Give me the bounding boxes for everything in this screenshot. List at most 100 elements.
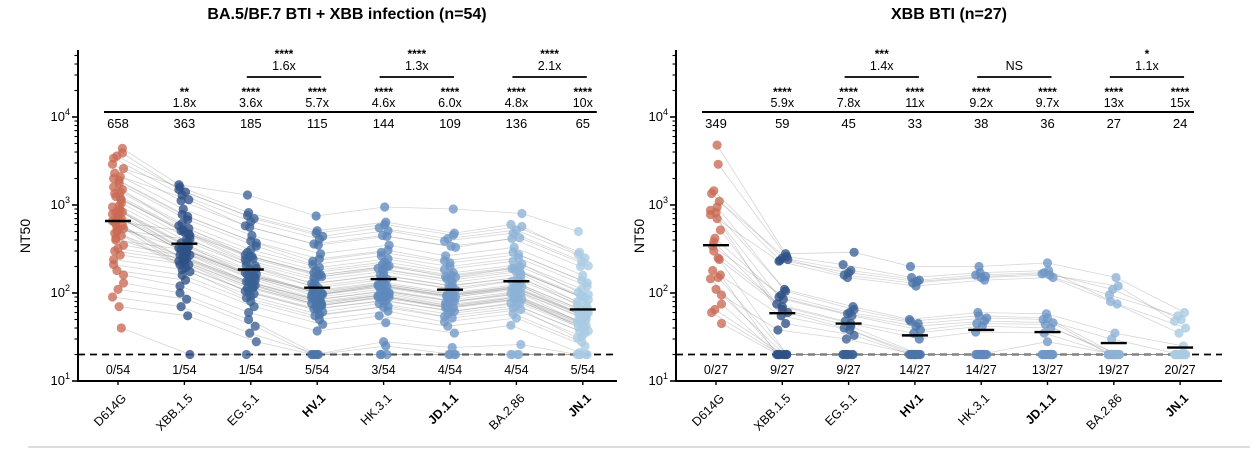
gmt-value: 27: [1107, 116, 1121, 131]
subject-line: [116, 231, 586, 334]
data-point: [376, 349, 386, 360]
data-point: [107, 292, 118, 302]
data-point: [849, 330, 859, 340]
gmt-value: 59: [775, 116, 789, 131]
data-point: [1170, 316, 1180, 326]
gmt-value: 109: [439, 116, 461, 131]
data-point: [710, 304, 720, 315]
subject-line: [113, 186, 582, 290]
subject-line: [714, 237, 1183, 355]
data-point: [174, 180, 184, 190]
below-lod-count: 4/54: [438, 363, 462, 377]
data-point: [838, 260, 848, 270]
data-point: [445, 349, 455, 360]
y-tick-label: 104: [51, 107, 70, 124]
data-point: [450, 242, 461, 252]
below-lod-count: 20/27: [1164, 363, 1195, 377]
subject-line: [712, 270, 1181, 355]
gmt-value: 45: [841, 116, 855, 131]
data-point: [310, 311, 320, 321]
data-point: [574, 326, 585, 336]
data-point: [178, 225, 188, 235]
data-point: [180, 187, 191, 197]
data-point: [1042, 258, 1053, 268]
subject-line: [112, 296, 581, 355]
bracket-significance-stars: ****: [540, 47, 559, 61]
subject-line: [114, 250, 583, 328]
data-point: [118, 270, 129, 280]
data-point: [318, 231, 328, 241]
data-point: [508, 247, 518, 257]
data-point: [1178, 341, 1188, 351]
data-point: [905, 261, 916, 272]
data-point: [781, 318, 791, 329]
data-point: [118, 223, 129, 234]
data-point: [507, 284, 517, 294]
data-point: [709, 246, 719, 256]
y-tick-label: 101: [649, 371, 668, 388]
data-point: [242, 270, 253, 280]
gmt-value: 363: [174, 116, 196, 131]
subject-line: [113, 264, 582, 343]
data-point: [244, 314, 254, 325]
data-point: [911, 321, 921, 331]
data-point: [250, 280, 260, 290]
subject-line: [116, 226, 586, 317]
gmt-value: 115: [307, 116, 328, 131]
data-point: [113, 284, 123, 294]
subject-line: [721, 294, 1177, 355]
data-point: [573, 226, 584, 237]
bracket-fold-label: NS: [1006, 59, 1023, 73]
subject-line: [114, 172, 583, 276]
data-point: [773, 325, 783, 335]
fold-change-value: 5.9x: [770, 96, 794, 110]
data-point: [705, 205, 716, 215]
subject-line: [117, 289, 587, 355]
below-lod-count: 3/54: [371, 363, 395, 377]
subject-line: [114, 193, 583, 297]
data-point: [1111, 272, 1121, 283]
data-point: [1179, 307, 1190, 318]
data-point: [449, 306, 459, 316]
gmt-value: 136: [506, 116, 528, 131]
below-lod-count: 0/54: [106, 363, 130, 377]
bracket-fold-label: 1.3x: [405, 59, 429, 73]
data-point: [912, 276, 922, 287]
data-point: [373, 263, 383, 273]
data-point: [581, 320, 591, 330]
data-point: [107, 159, 118, 169]
gmt-value: 658: [107, 116, 129, 131]
data-point: [849, 304, 859, 315]
data-point: [509, 263, 519, 273]
below-lod-count: 9/27: [770, 363, 794, 377]
data-point: [715, 225, 726, 235]
subject-line: [717, 164, 1186, 329]
data-point: [314, 254, 324, 264]
data-point: [506, 320, 516, 330]
fold-change-value: 5.7x: [305, 96, 329, 110]
data-point: [439, 256, 450, 266]
data-point: [705, 274, 716, 284]
fold-change-value: 15x: [1170, 96, 1191, 110]
y-tick-label: 103: [51, 195, 70, 212]
below-lod-count: 14/27: [966, 363, 997, 377]
significance-stars: ****: [374, 85, 393, 99]
significance-stars: ****: [1104, 85, 1123, 99]
significance-stars: ****: [839, 85, 858, 99]
significance-stars: ****: [573, 85, 592, 99]
data-point: [979, 316, 990, 326]
fold-change-value: 4.8x: [505, 96, 529, 110]
data-point: [118, 278, 129, 288]
data-point: [712, 140, 722, 150]
significance-stars: ****: [972, 85, 991, 99]
x-category-label: EG.5.1: [822, 391, 859, 428]
data-point: [974, 349, 984, 360]
subject-line: [710, 210, 1178, 355]
data-point: [374, 223, 384, 233]
below-lod-count: 19/27: [1098, 363, 1129, 377]
data-point: [508, 309, 518, 319]
fold-change-value: 13x: [1104, 96, 1125, 110]
subject-line: [117, 248, 587, 326]
subject-line: [115, 239, 585, 317]
